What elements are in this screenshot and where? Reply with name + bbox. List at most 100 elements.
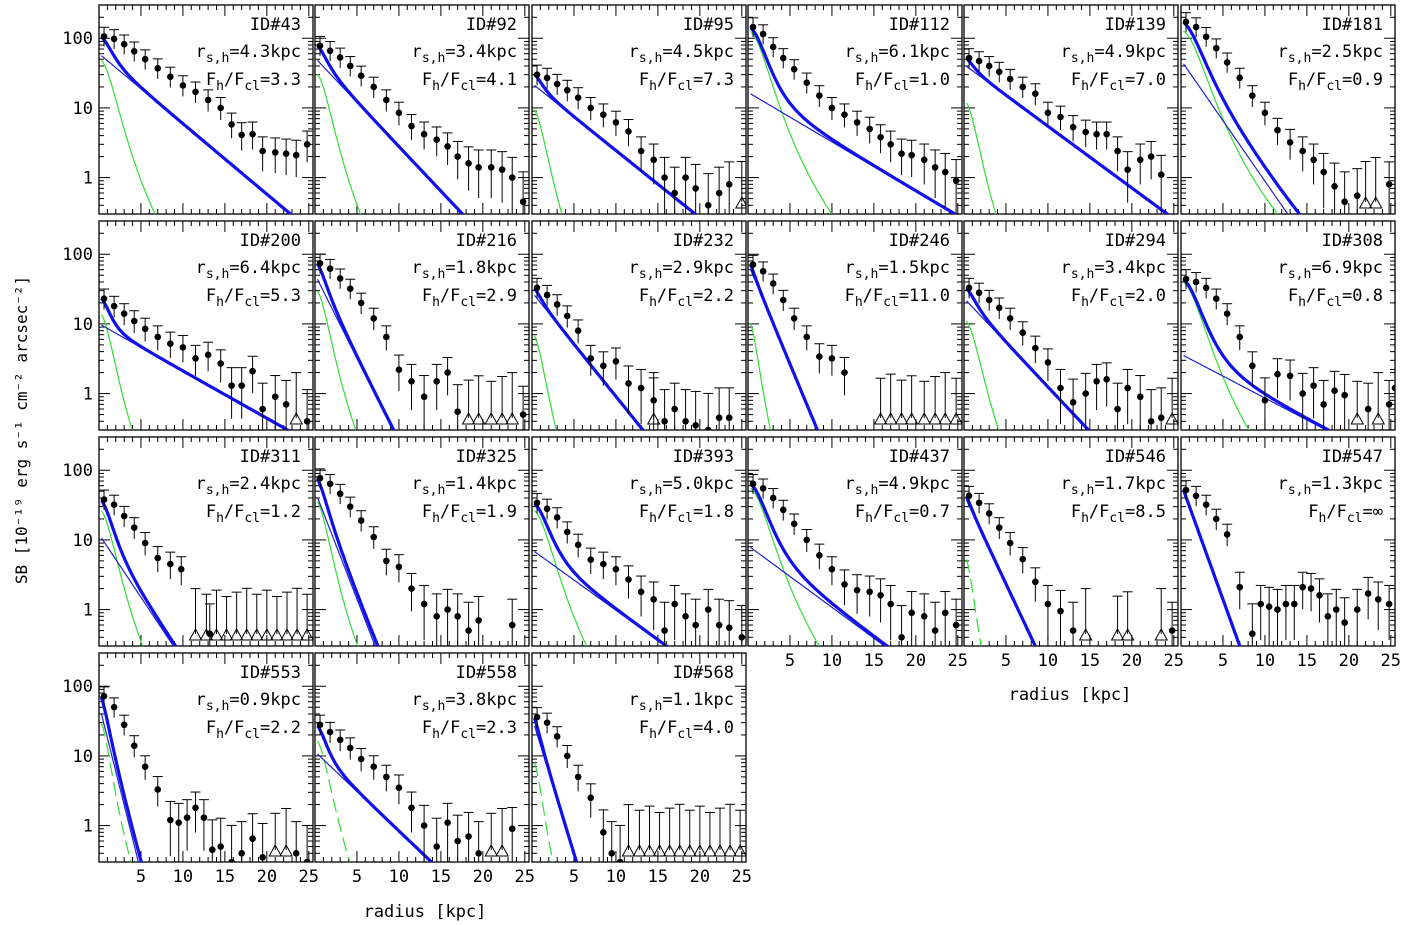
y-tick-label: 100 [62, 29, 93, 49]
upper-limit-triangle [928, 411, 942, 425]
data-point [1182, 486, 1190, 494]
plot-area [315, 714, 518, 862]
data-point [249, 130, 256, 138]
data-point [563, 752, 571, 760]
flux-ratio-subscript: cl [1109, 295, 1125, 310]
data-point [975, 57, 983, 65]
scale-length-subscript: s,h [206, 51, 229, 66]
flux-ratio-value: =4.0 [693, 718, 734, 738]
data-point [600, 362, 607, 370]
flux-ratio-slash: /F [1306, 286, 1326, 306]
flux-ratio-subscript: cl [1109, 79, 1125, 94]
data-point [519, 411, 527, 418]
flux-ratio-subscript: cl [893, 79, 909, 94]
scale-length-value: =3.8kpc [445, 690, 517, 710]
data-point [1136, 393, 1144, 401]
y-tick-label: 10 [73, 747, 93, 767]
scale-length-subscript: s,h [1071, 483, 1094, 498]
data-point [1341, 391, 1348, 399]
flux-ratio-label: Fh/Fcl=11.0 [845, 286, 950, 310]
total-model-curve [1182, 21, 1302, 214]
data-point [238, 849, 245, 857]
scale-length-value: =1.3kpc [1311, 474, 1383, 494]
data-point [420, 600, 428, 608]
flux-ratio-slash: /F [1089, 286, 1109, 306]
data-point [931, 164, 939, 171]
flux-ratio-value: =4.1 [476, 70, 517, 90]
flux-ratio-subscript: cl [460, 511, 476, 526]
data-point [1364, 405, 1372, 413]
upper-limit-triangle [209, 627, 224, 641]
flux-ratio-subscript: h [1081, 511, 1089, 526]
plot-area [99, 686, 313, 862]
upper-limit-triangle [279, 843, 293, 857]
panel: 1 10 100 5 10 15 20 25 ID#553 rs,h=0.9kpc Fh/Fcl=2… [62, 652, 319, 887]
scale-length-subscript: s,h [639, 267, 662, 282]
panel-frame [747, 436, 963, 647]
data-point [841, 581, 848, 588]
panel: 5 10 15 20 25 ID#546 rs,h=1.7kpc Fh/Fcl=8.5 [963, 436, 1184, 671]
x-tick-label: 20 [906, 651, 926, 671]
scale-length-value: =6.9kpc [1311, 258, 1383, 278]
y-tick-label: 10 [73, 315, 93, 335]
upper-limit-triangle [471, 411, 486, 425]
scale-length-value: =2.4kpc [229, 474, 301, 494]
data-point [141, 55, 149, 63]
y-tick-label: 1 [83, 817, 93, 837]
x-tick-label: 15 [864, 651, 884, 671]
total-model-curve [965, 57, 1170, 214]
data-point [779, 506, 787, 514]
flux-ratio-label: Fh/Fcl=2.9 [422, 286, 517, 310]
y-tick-label: 10 [73, 531, 93, 551]
panel-id-label: ID#181 [1322, 15, 1383, 35]
panel-frame [747, 4, 963, 215]
data-point [1157, 414, 1165, 422]
data-point [1157, 171, 1165, 178]
flux-ratio-label: Fh/Fcl=0.9 [1288, 70, 1383, 94]
core-model-curve [750, 30, 833, 214]
upper-limit-triangle [268, 843, 283, 857]
data-point [475, 164, 482, 171]
flux-ratio-value: =1.9 [476, 502, 517, 522]
upper-limit-triangle [894, 411, 909, 425]
plot-area [964, 48, 1170, 214]
scale-length-subscript: s,h [639, 483, 662, 498]
data-point [1103, 130, 1110, 138]
data-point [357, 755, 365, 763]
data-point [1019, 329, 1027, 336]
scale-length-label: rs,h=1.8kpc [412, 258, 517, 282]
data-point [154, 333, 162, 341]
data-point [952, 177, 960, 185]
data-point [1265, 603, 1273, 610]
data-point [985, 510, 993, 517]
scale-length-value: =5.0kpc [662, 474, 734, 494]
data-point [259, 405, 266, 413]
data-point [1341, 198, 1348, 206]
panel-id-label: ID#308 [1322, 231, 1383, 251]
data-point [370, 533, 378, 541]
data-point [563, 528, 571, 536]
core-model-curve [316, 501, 359, 646]
upper-limit-triangle [1358, 195, 1373, 209]
panel-frame [98, 652, 314, 863]
data-point [508, 174, 516, 181]
flux-ratio-value: =2.9 [476, 286, 517, 306]
upper-limit-triangle [199, 627, 214, 641]
data-point [1307, 585, 1315, 592]
flux-ratio-symbol: F [422, 70, 432, 90]
data-point [1136, 156, 1144, 164]
flux-ratio-label: Fh/Fcl=∞ [1308, 502, 1383, 526]
data-point [408, 804, 415, 812]
flux-ratio-subscript: cl [460, 727, 476, 742]
upper-limit-triangle [239, 627, 254, 641]
flux-ratio-subscript: h [216, 295, 224, 310]
y-tick-label: 10 [73, 99, 93, 119]
panel-id-label: ID#95 [683, 15, 734, 35]
data-point [533, 713, 541, 721]
flux-ratio-slash: /F [657, 286, 677, 306]
data-point [816, 552, 823, 559]
data-point [175, 819, 183, 826]
data-point [1147, 153, 1155, 160]
scale-length-subscript: s,h [1288, 267, 1311, 282]
data-point [841, 111, 848, 118]
